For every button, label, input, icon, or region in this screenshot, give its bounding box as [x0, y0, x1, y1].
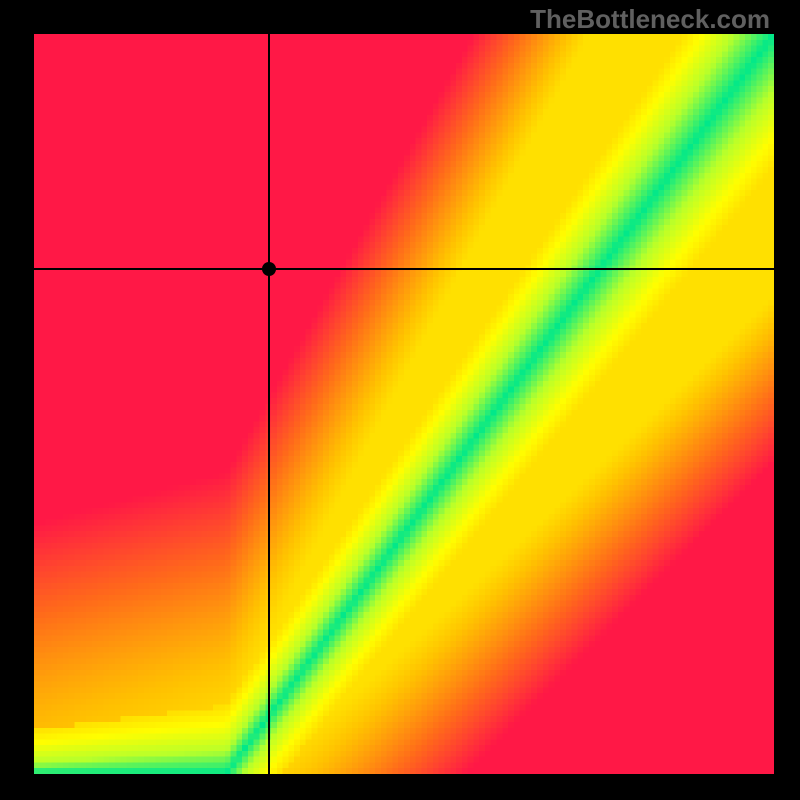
crosshair-horizontal-line [34, 268, 774, 270]
heatmap-canvas [34, 34, 774, 774]
chart-container: TheBottleneck.com [0, 0, 800, 800]
attribution-text: TheBottleneck.com [530, 4, 770, 35]
heatmap-plot-area [34, 34, 774, 774]
crosshair-vertical-line [268, 34, 270, 774]
